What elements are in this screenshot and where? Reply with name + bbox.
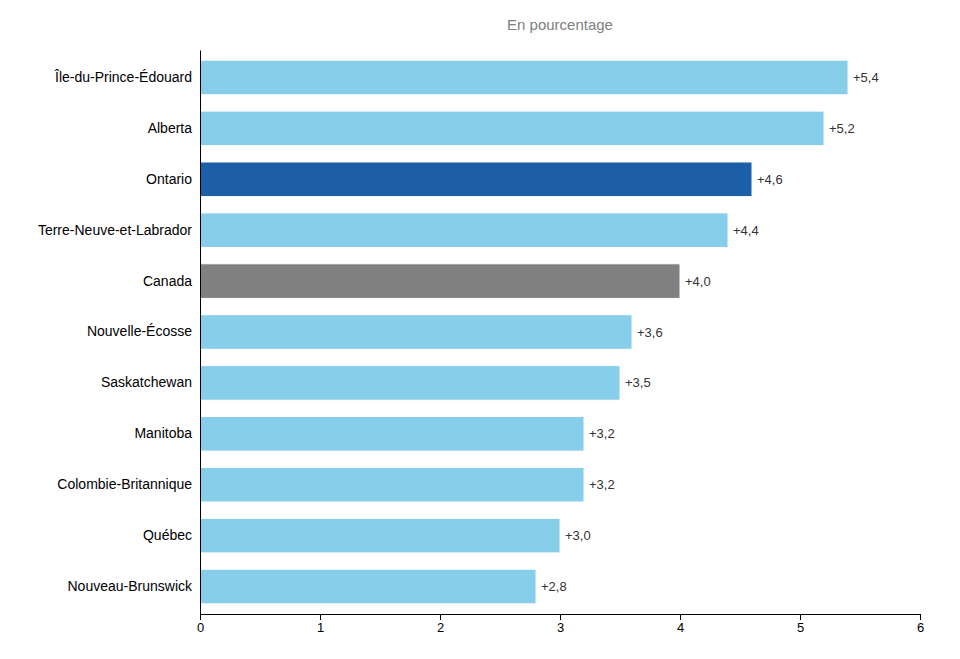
y-tick: Québec bbox=[143, 527, 192, 543]
bar bbox=[200, 366, 620, 401]
x-tick-label: 5 bbox=[797, 620, 804, 635]
data-label: +5,4 bbox=[853, 70, 879, 85]
data-label: +3,0 bbox=[565, 528, 591, 543]
x-tick: 2 bbox=[437, 614, 444, 635]
x-tick-label: 0 bbox=[197, 620, 204, 635]
y-tick-label: Colombie-Britannique bbox=[57, 476, 192, 492]
x-tick-mark bbox=[440, 614, 441, 620]
data-label: +2,8 bbox=[541, 579, 567, 594]
x-tick: 0 bbox=[197, 614, 204, 635]
y-tick: Nouvelle-Écosse bbox=[87, 323, 192, 339]
x-tick: 5 bbox=[797, 614, 804, 635]
x-tick-label: 4 bbox=[677, 620, 684, 635]
data-labels: +2,8 +3,0 +3,2 +3,2 +3,5 +3,6 +4,0 +4,4 +4,6 +5,2… bbox=[541, 70, 879, 594]
y-tick-label: Nouveau-Brunswick bbox=[68, 578, 193, 594]
y-tick-label: Québec bbox=[143, 527, 192, 543]
x-tick-mark bbox=[800, 614, 801, 620]
data-label: +3,2 bbox=[589, 477, 615, 492]
y-tick: Colombie-Britannique bbox=[57, 476, 192, 492]
title: En pourcentage bbox=[507, 16, 613, 33]
bar bbox=[200, 111, 824, 146]
data-label: +5,2 bbox=[829, 121, 855, 136]
y-tick: Île-du-Prince-Édouard bbox=[54, 69, 192, 85]
x-tick-mark bbox=[320, 614, 321, 620]
y-tick: Ontario bbox=[146, 171, 192, 187]
data-label: +4,0 bbox=[685, 274, 711, 289]
bar bbox=[200, 518, 560, 553]
y-axis: Nouveau-Brunswick Québec Colombie-Britanni… bbox=[38, 51, 201, 615]
x-tick-label: 2 bbox=[437, 620, 444, 635]
bar bbox=[200, 264, 680, 299]
x-tick-label: 1 bbox=[317, 620, 324, 635]
x-tick-mark bbox=[560, 614, 561, 620]
bar bbox=[200, 213, 728, 248]
x-tick: 4 bbox=[677, 614, 684, 635]
x-axis-line bbox=[201, 615, 921, 621]
bar bbox=[200, 315, 632, 350]
y-tick: Saskatchewan bbox=[101, 374, 192, 390]
y-tick: Manitoba bbox=[134, 425, 192, 441]
y-tick: Alberta bbox=[148, 120, 193, 136]
y-tick-label: Ontario bbox=[146, 171, 192, 187]
data-label: +3,2 bbox=[589, 426, 615, 441]
x-tick-label: 3 bbox=[557, 620, 564, 635]
x-tick: 1 bbox=[317, 614, 324, 635]
y-tick-label: Terre-Neuve-et-Labrador bbox=[38, 222, 192, 238]
y-tick-label: Nouvelle-Écosse bbox=[87, 323, 192, 339]
y-tick: Canada bbox=[143, 273, 192, 289]
y-tick-label: Canada bbox=[143, 273, 192, 289]
y-tick: Nouveau-Brunswick bbox=[68, 578, 193, 594]
data-label: +4,6 bbox=[757, 172, 783, 187]
x-tick-label: 6 bbox=[917, 620, 924, 635]
x-tick: 6 bbox=[917, 614, 924, 635]
x-axis: 0 1 2 3 4 5 6 bbox=[197, 614, 924, 635]
bars bbox=[200, 60, 848, 604]
bar bbox=[200, 60, 848, 95]
y-tick-label: Manitoba bbox=[134, 425, 192, 441]
bar bbox=[200, 569, 536, 604]
x-tick-mark bbox=[920, 614, 921, 620]
y-tick-label: Alberta bbox=[148, 120, 193, 136]
x-tick-mark bbox=[680, 614, 681, 620]
data-label: +4,4 bbox=[733, 223, 759, 238]
y-tick-label: Saskatchewan bbox=[101, 374, 192, 390]
y-axis-line bbox=[200, 51, 201, 615]
data-label: +3,6 bbox=[637, 325, 663, 340]
bar bbox=[200, 162, 752, 197]
x-tick: 3 bbox=[557, 614, 564, 635]
bar bbox=[200, 416, 584, 451]
data-label: +3,5 bbox=[625, 375, 651, 390]
chart: 0 1 2 3 4 5 6 Nouveau-Brunswick Québec Colombie-B… bbox=[0, 0, 960, 659]
bar bbox=[200, 467, 584, 502]
plot: 0 1 2 3 4 5 6 Nouveau-Brunswick Québec Colombie-B… bbox=[38, 51, 924, 636]
x-tick-mark bbox=[200, 614, 201, 620]
y-tick-label: Île-du-Prince-Édouard bbox=[54, 69, 192, 85]
y-tick: Terre-Neuve-et-Labrador bbox=[38, 222, 192, 238]
